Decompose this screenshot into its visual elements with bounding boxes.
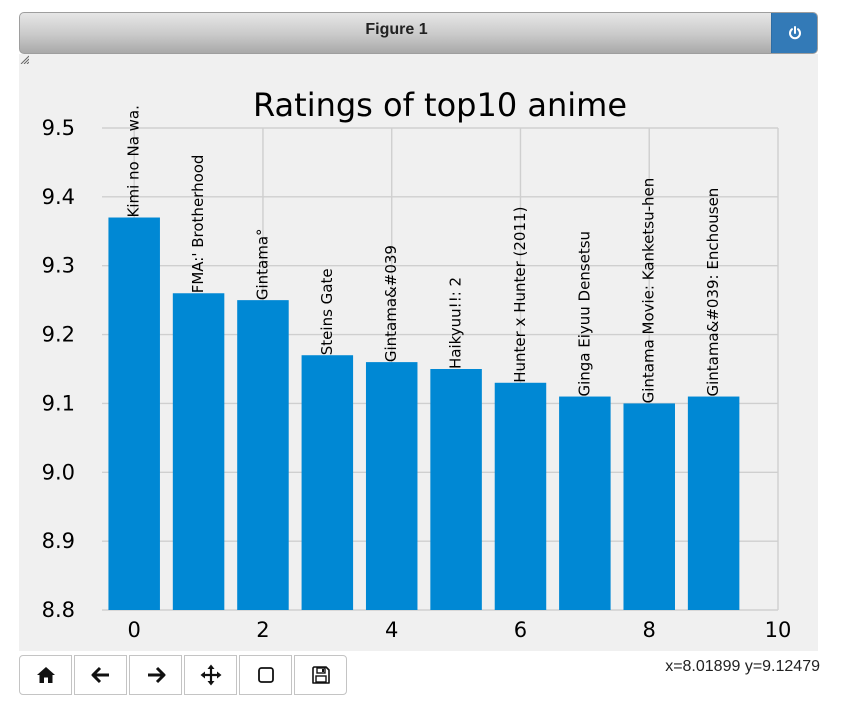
bar-label: Hunter x Hunter (2011) [511, 207, 529, 383]
bar-label: Ginga Eiyuu Densetsu [575, 231, 593, 397]
figure-canvas[interactable]: Kimi no Na wa. FMA:' Brotherhood Gintama° S… [19, 54, 818, 651]
cursor-coordinates: x=8.01899 y=9.12479 [665, 658, 820, 675]
figure-toolbar [19, 655, 349, 695]
y-tick-label: 8.9 [42, 529, 75, 553]
y-tick-label: 9.5 [42, 116, 75, 140]
y-tick-label: 9.0 [42, 460, 75, 484]
x-tick-label: 2 [256, 618, 269, 642]
home-icon [36, 667, 55, 683]
bar [365, 362, 418, 610]
bar [172, 293, 225, 610]
y-tick-label: 9.3 [42, 254, 75, 278]
bar [301, 355, 354, 610]
chart-title: Ratings of top10 anime [253, 86, 627, 124]
bar [687, 396, 740, 610]
bar [430, 369, 482, 610]
bar [108, 217, 160, 610]
y-tick-label: 8.8 [42, 598, 75, 622]
bar-label: Gintama&#039 [382, 245, 400, 362]
zoom-rect-icon [257, 667, 274, 683]
power-icon [788, 26, 801, 40]
bar-label: Gintama° [253, 228, 271, 300]
bar-chart: Kimi no Na wa. FMA:' Brotherhood Gintama° S… [42, 86, 792, 642]
bar-label: Haikyuu!!: 2 [447, 277, 465, 369]
bar-label: Gintama&#039: Enchousen [704, 188, 722, 397]
arrow-right-icon [147, 666, 165, 684]
home-button[interactable] [19, 655, 72, 695]
zoom-button[interactable] [239, 655, 292, 695]
save-button[interactable] [294, 655, 347, 695]
x-tick-label: 6 [514, 618, 527, 642]
x-tick-label: 8 [643, 618, 656, 642]
bar-label: FMA:' Brotherhood [189, 155, 207, 294]
y-tick-label: 9.2 [42, 323, 75, 347]
close-figure-button[interactable] [771, 13, 817, 53]
forward-button[interactable] [129, 655, 182, 695]
save-icon [311, 666, 330, 684]
pan-button[interactable] [184, 655, 237, 695]
move-icon [200, 664, 221, 686]
bar [623, 403, 675, 610]
arrow-left-icon [91, 666, 109, 684]
figure-titlebar: Figure 1 [19, 12, 818, 54]
bar-label: Gintama Movie: Kanketsu-hen [640, 178, 658, 404]
back-button[interactable] [74, 655, 127, 695]
bar [559, 396, 611, 610]
x-tick-label: 0 [128, 618, 141, 642]
x-tick-label: 10 [765, 618, 792, 642]
bar [494, 382, 547, 610]
bar-label: Kimi no Na wa. [125, 105, 143, 217]
bar-label: Steins Gate [318, 268, 336, 355]
x-tick-label: 4 [385, 618, 398, 642]
y-tick-label: 9.1 [42, 391, 75, 415]
y-tick-label: 9.4 [42, 185, 75, 209]
window-title: Figure 1 [365, 21, 428, 38]
resize-grip-icon[interactable] [19, 54, 29, 64]
bar [237, 300, 289, 610]
